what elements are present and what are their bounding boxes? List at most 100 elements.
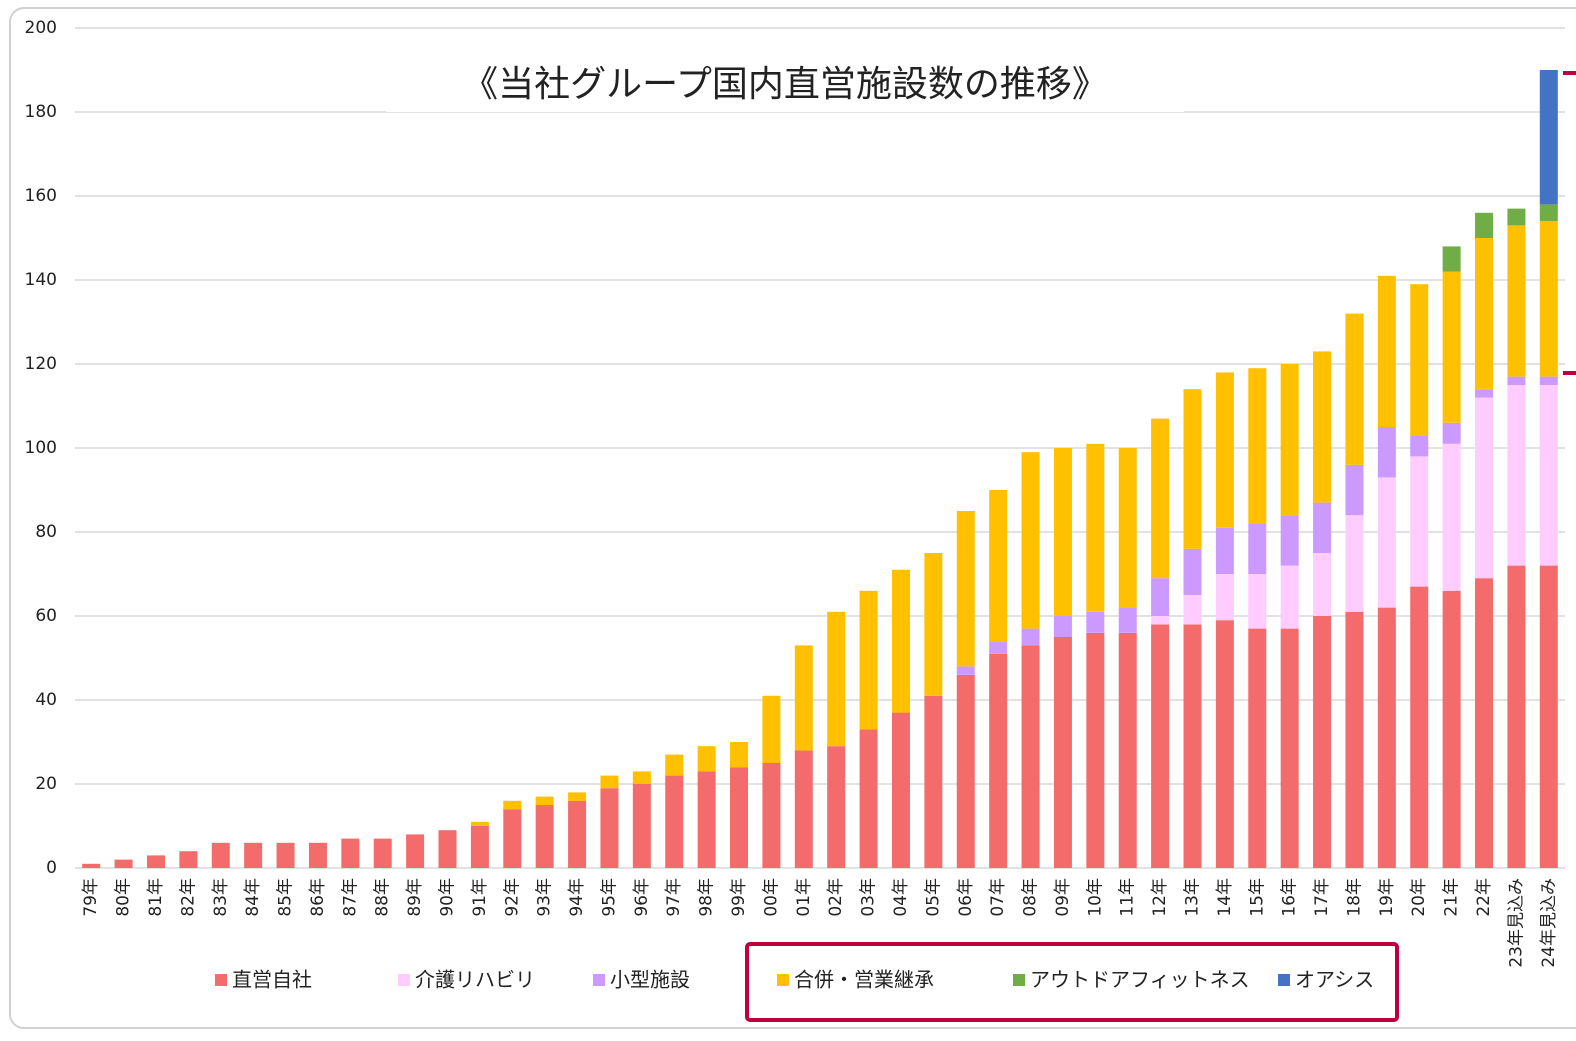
bar-segment — [1345, 313, 1364, 465]
bar-segment — [276, 842, 295, 868]
bar-segment — [503, 800, 522, 810]
x-tick-label: 08年 — [1021, 878, 1041, 917]
bars — [82, 70, 1558, 868]
x-tick-label: 80年 — [114, 878, 134, 917]
bar-segment — [1021, 628, 1040, 646]
bar-segment — [1151, 616, 1170, 625]
x-tick-label: 83年 — [211, 878, 231, 917]
bar-segment — [1053, 637, 1072, 868]
bar-segment — [697, 746, 716, 772]
bar-segment — [924, 553, 943, 696]
x-tick-label: 11年 — [1118, 878, 1138, 917]
bar-segment — [1086, 611, 1105, 633]
bar-segment — [1442, 246, 1461, 272]
legend-swatch — [593, 974, 605, 986]
x-tick-label: 00年 — [761, 878, 781, 917]
legend-label: 合併・営業継承 — [794, 968, 934, 992]
x-tick-label: 79年 — [81, 878, 101, 917]
x-tick-label: 13年 — [1183, 878, 1203, 917]
x-tick-label: 82年 — [178, 878, 198, 917]
bar-segment — [665, 754, 684, 776]
bar-segment — [794, 645, 813, 751]
bar-segment — [1215, 527, 1234, 574]
bar-segment — [1442, 443, 1461, 591]
x-tick-label: 94年 — [567, 878, 587, 917]
legend-label: 介護リハビリ — [415, 968, 535, 992]
bar-segment — [600, 788, 619, 868]
bar-segment — [1086, 632, 1105, 868]
legend-label: 直営自社 — [232, 968, 312, 992]
x-tick-label: 02年 — [826, 878, 846, 917]
bar-segment — [1248, 628, 1267, 868]
x-tick-label: 16年 — [1280, 878, 1300, 917]
legend: 直営自社 介護リハビリ 小型施設 合併・営業継承 アウトドアフィットネス オアシス — [215, 968, 1374, 992]
bar-segment — [1410, 456, 1429, 587]
x-tick-label: 96年 — [632, 878, 652, 917]
bar-segment — [1280, 364, 1299, 516]
bar-segment — [1377, 275, 1396, 427]
bar-segment — [1442, 271, 1461, 423]
x-tick-label: 07年 — [988, 878, 1008, 917]
x-tick-label: 20年 — [1409, 878, 1429, 917]
bar-segment — [1280, 628, 1299, 868]
bar-segment — [1021, 645, 1040, 868]
x-tick-label: 93年 — [535, 878, 555, 917]
bar-segment — [406, 834, 425, 868]
bar-segment — [859, 590, 878, 730]
bar-segment — [1507, 225, 1526, 377]
bar-segment — [600, 775, 619, 789]
bar-segment — [1183, 548, 1202, 595]
y-tick-label: 0 — [46, 858, 57, 878]
bar-segment — [1475, 389, 1494, 398]
grid — [75, 27, 1565, 869]
bar-segment — [1151, 418, 1170, 579]
x-tick-label: 24年見込み — [1539, 878, 1559, 968]
bar-segment — [1313, 351, 1332, 503]
x-tick-label: 90年 — [438, 878, 458, 917]
bar-segment — [1053, 616, 1072, 637]
bar-segment — [956, 674, 975, 868]
bar-segment — [1215, 574, 1234, 621]
title-background — [386, 40, 1184, 112]
bar-segment — [859, 729, 878, 868]
x-tick-label: 23年見込み — [1506, 878, 1526, 968]
bar-segment — [1313, 553, 1332, 616]
y-tick-label: 20 — [35, 774, 57, 794]
bar-segment — [1377, 607, 1396, 868]
x-tick-label: 91年 — [470, 878, 490, 917]
bar-segment — [244, 842, 263, 868]
bar-segment — [827, 746, 846, 868]
bar-segment — [1410, 586, 1429, 868]
legend-label: 小型施設 — [610, 968, 690, 992]
bar-segment — [308, 842, 327, 868]
bar-segment — [1248, 574, 1267, 629]
x-tick-label: 14年 — [1215, 878, 1235, 917]
x-tick-label: 95年 — [599, 878, 619, 917]
bar-segment — [762, 695, 781, 763]
bar-segment — [1410, 284, 1429, 436]
bar-segment — [1118, 607, 1137, 633]
bar-segment — [568, 792, 587, 801]
x-tick-label: 19年 — [1377, 878, 1397, 917]
y-tick-label: 100 — [25, 438, 57, 458]
bar-segment — [891, 569, 910, 713]
x-tick-label: 87年 — [340, 878, 360, 917]
bar-segment — [1118, 448, 1137, 608]
bar-segment — [1345, 611, 1364, 868]
y-tick-label: 120 — [25, 354, 57, 374]
bar-segment — [1021, 452, 1040, 629]
bar-segment — [1183, 595, 1202, 625]
bar-segment — [1118, 632, 1137, 868]
bar-segment — [114, 859, 133, 868]
y-tick-label: 80 — [35, 522, 57, 542]
bar-segment — [1151, 624, 1170, 868]
bar-segment — [1442, 422, 1461, 444]
bar-segment — [1215, 372, 1234, 528]
bar-segment — [730, 742, 749, 768]
y-tick-label: 140 — [25, 270, 57, 290]
x-tick-label: 04年 — [891, 878, 911, 917]
bar-segment — [1313, 502, 1332, 553]
y-tick-label: 60 — [35, 606, 57, 626]
bar-segment — [1183, 389, 1202, 549]
bar-segment — [1539, 565, 1558, 868]
